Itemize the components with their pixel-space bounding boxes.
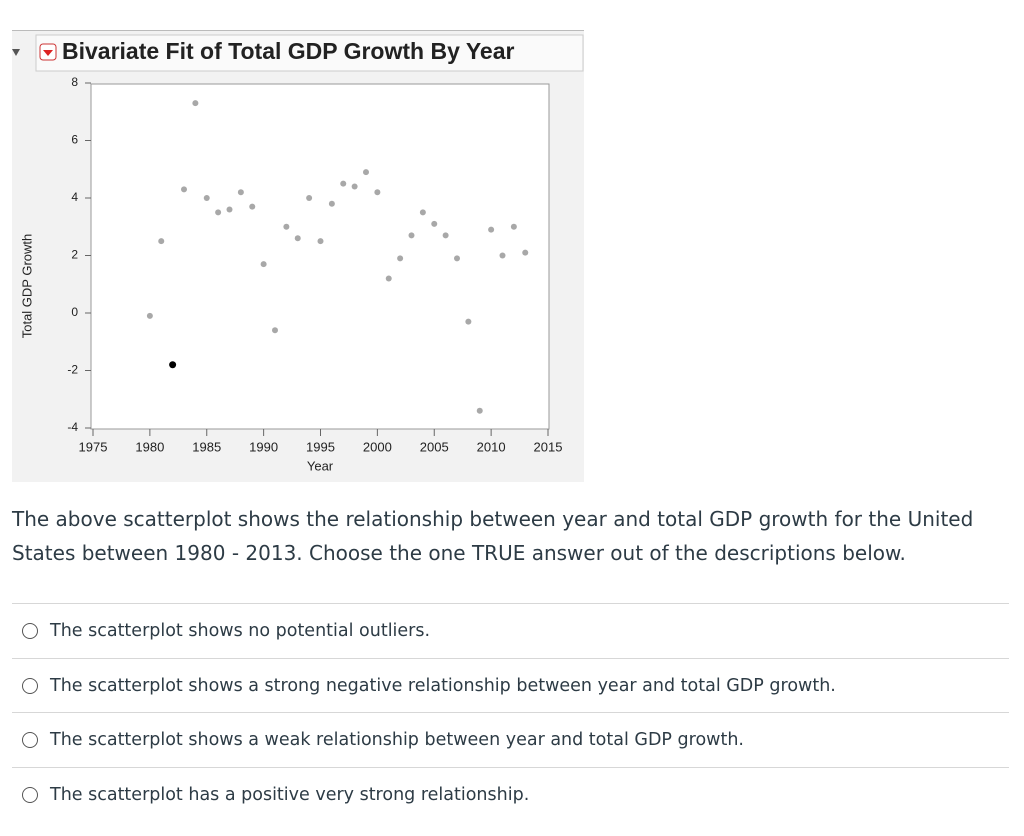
data-point <box>226 206 233 213</box>
data-point <box>260 261 267 268</box>
radio-button[interactable] <box>22 732 38 748</box>
x-tick-label: 2005 <box>420 439 449 454</box>
data-point <box>317 238 324 245</box>
data-point <box>306 195 313 201</box>
x-tick-label: 1975 <box>79 439 108 454</box>
data-point <box>510 223 517 230</box>
menu-arrow <box>43 50 53 56</box>
data-point <box>181 186 187 193</box>
header-box <box>35 34 584 72</box>
radio-button[interactable] <box>22 677 38 694</box>
data-point <box>408 232 415 239</box>
data-point <box>476 407 483 414</box>
data-point <box>374 189 381 196</box>
x-tick-label: 2015 <box>534 439 563 454</box>
y-tick-label: -4 <box>67 420 78 434</box>
x-tick-label: 1985 <box>192 439 221 454</box>
data-point <box>465 318 472 325</box>
y-tick-label: 0 <box>71 305 78 319</box>
data-point <box>146 312 153 319</box>
data-point <box>249 203 256 210</box>
data-point <box>499 252 506 259</box>
chart-panel: Bivariate Fit of Total GDP Growth By Yea… <box>12 30 584 482</box>
data-point <box>203 195 210 201</box>
question-prompt: The above scatterplot shows the relation… <box>12 507 974 565</box>
data-point <box>442 232 449 239</box>
data-point <box>237 189 244 196</box>
x-tick-label: 2000 <box>363 439 392 454</box>
data-point <box>522 249 529 256</box>
data-point <box>488 226 495 233</box>
x-tick-label: 1980 <box>135 439 164 454</box>
data-point <box>351 183 358 190</box>
x-tick-label: 1995 <box>306 439 335 454</box>
y-tick-label: 6 <box>71 133 78 147</box>
y-tick-label: -2 <box>67 363 78 377</box>
data-point <box>192 100 199 107</box>
data-point <box>419 209 426 216</box>
radio-button[interactable] <box>22 623 38 639</box>
x-axis-label: Year <box>307 458 334 473</box>
chart-title: Bivariate Fit of Total GDP Growth By Yea… <box>62 38 514 64</box>
data-point <box>385 275 392 282</box>
plot-area <box>90 83 550 430</box>
data-point <box>363 169 369 176</box>
answer-option[interactable]: The scatterplot shows a weak relationshi… <box>12 712 1009 767</box>
answer-option[interactable]: The scatterplot shows no potential outli… <box>12 603 1009 658</box>
option-text[interactable]: The scatterplot shows a strong negative … <box>50 675 836 696</box>
radio-button[interactable] <box>22 786 38 803</box>
data-point <box>215 209 222 216</box>
data-point <box>340 180 347 187</box>
data-point <box>272 327 278 334</box>
option-text[interactable]: The scatterplot has a positive very stro… <box>50 784 530 805</box>
x-tick-label: 1990 <box>249 439 278 454</box>
x-tick-label: 2010 <box>477 439 506 454</box>
data-point <box>169 361 177 369</box>
option-text[interactable]: The scatterplot shows no potential outli… <box>50 621 431 641</box>
y-axis-label: Total GDP Growth <box>19 234 34 339</box>
data-point <box>454 255 460 262</box>
y-tick-label: 2 <box>71 248 78 262</box>
data-point <box>328 200 335 207</box>
answer-option[interactable]: The scatterplot has a positive very stro… <box>12 766 1009 822</box>
y-tick-label: 4 <box>71 190 78 204</box>
answer-option[interactable]: The scatterplot shows a strong negative … <box>12 657 1009 713</box>
y-tick-label: 8 <box>71 75 78 89</box>
collapse-triangle[interactable] <box>12 49 20 56</box>
option-text[interactable]: The scatterplot shows a weak relationshi… <box>50 730 744 750</box>
data-point <box>294 235 301 242</box>
data-point <box>283 223 290 230</box>
data-point <box>397 255 404 262</box>
data-point <box>431 220 438 227</box>
data-point <box>158 238 165 245</box>
